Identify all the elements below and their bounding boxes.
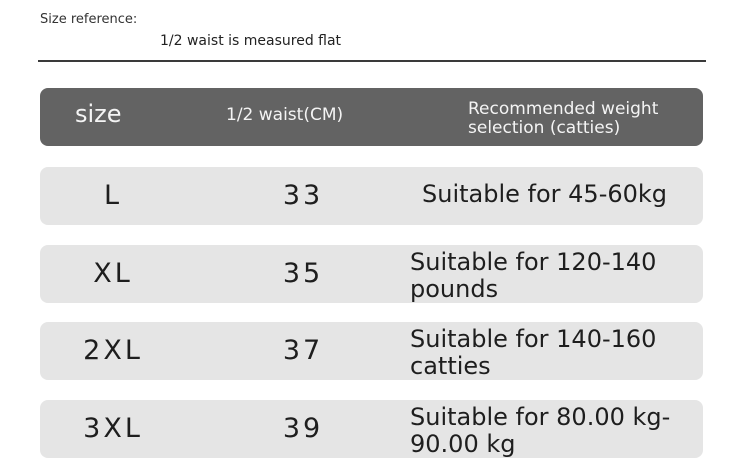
size-cell: XL [93,258,133,289]
weight-cell: Suitable for 120-140 pounds [410,248,657,303]
divider [38,60,706,62]
table-row: 3XL 39 Suitable for 80.00 kg-90.00 kg [40,400,703,458]
measurement-note: 1/2 waist is measured flat [160,33,342,49]
weight-cell: Suitable for 80.00 kg-90.00 kg [410,403,671,458]
size-cell: L [103,180,123,211]
table-row: 2XL 37 Suitable for 140-160 catties [40,322,703,380]
table-header: size 1/2 waist(CM) Recommended weight se… [40,88,703,146]
waist-cell: 33 [282,180,324,211]
size-reference-label: Size reference: [40,12,138,27]
waist-cell: 39 [282,413,324,444]
weight-cell: Suitable for 45-60kg [422,180,668,208]
header-weight: Recommended weight selection (catties) [468,99,659,138]
size-cell: 2XL [83,335,143,366]
waist-cell: 35 [282,258,324,289]
waist-cell: 37 [282,335,324,366]
header-size: size [75,100,122,128]
size-cell: 3XL [83,413,143,444]
table-row: L 33 Suitable for 45-60kg [40,167,703,225]
table-row: XL 35 Suitable for 120-140 pounds [40,245,703,303]
weight-cell: Suitable for 140-160 catties [410,325,657,380]
header-waist: 1/2 waist(CM) [226,105,344,125]
